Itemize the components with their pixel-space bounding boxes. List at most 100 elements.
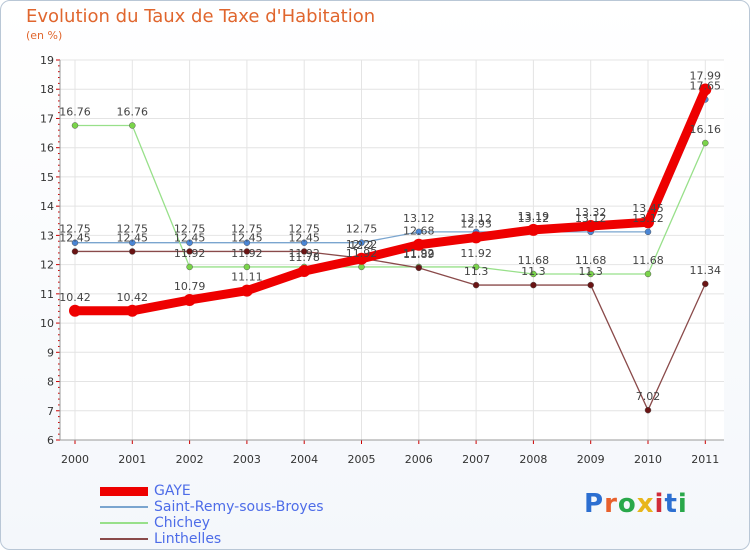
data-point-chichey [472,263,480,271]
x-tick-label: 2003 [233,453,261,466]
logo-letter: r [604,489,618,519]
chart-title: Evolution du Taux de Taxe d'Habitation [26,6,376,27]
data-label-gaye: 10.42 [117,291,149,304]
data-label-saint-remy-sous-broyes: 17.65 [690,79,722,92]
data-label-gaye: 12.2 [349,239,374,252]
data-point-gaye [69,304,81,317]
legend-label: Saint-Remy-sous-Broyes [154,499,324,515]
x-tick-label: 2004 [290,453,318,466]
data-point-gaye [126,304,139,317]
logo-letter: P [584,489,605,519]
data-point-gaye [183,293,196,306]
y-tick-label: 12 [40,259,54,272]
y-tick-label: 14 [40,200,54,213]
data-label-saint-remy-sous-broyes: 13.12 [632,212,664,225]
logo-letter: o [617,489,637,519]
data-label-chichey: 11.92 [460,247,492,260]
data-point-chichey [71,122,79,129]
data-point-gaye [699,83,712,96]
data-point-chichey [644,270,652,278]
data-point-gaye [470,231,483,244]
data-point-linthelles [415,264,423,272]
data-point-linthelles [186,248,193,255]
data-label-linthelles: 12.45 [231,231,263,244]
legend-swatch [100,506,148,508]
data-label-gaye: 13.32 [575,206,607,219]
proxiti-logo: Proxiti [584,489,688,519]
data-point-gaye [584,220,597,233]
data-label-saint-remy-sous-broyes: 12.75 [288,223,320,236]
data-label-gaye: 12.68 [403,225,435,238]
data-label-chichey: 11.92 [288,247,320,260]
x-tick-label: 2006 [405,453,433,466]
data-label-chichey: 11.68 [575,254,607,267]
data-label-saint-remy-sous-broyes: 13.12 [575,212,607,225]
x-tick-label: 2009 [577,453,605,466]
data-label-saint-remy-sous-broyes: 13.12 [403,212,435,225]
data-label-chichey: 16.16 [690,123,722,136]
data-point-gaye [355,252,368,265]
data-point-saint-remy-sous-broyes [644,228,652,236]
data-point-linthelles [129,248,136,255]
data-label-chichey: 11.68 [518,254,550,267]
data-point-linthelles [71,248,79,255]
data-label-chichey: 16.76 [117,105,149,118]
x-tick-label: 2001 [118,453,146,466]
data-label-linthelles: 12.22 [346,238,378,251]
data-point-chichey [129,122,136,129]
legend-label: GAYE [154,483,191,499]
data-point-saint-remy-sous-broyes [415,228,423,236]
data-label-chichey: 11.68 [632,254,664,267]
x-tick-label: 2005 [348,453,376,466]
data-point-linthelles [702,280,709,288]
logo-letter: x [636,489,655,519]
y-tick-label: 7 [47,405,54,418]
data-label-chichey: 16.76 [59,105,91,118]
data-label-gaye: 13.45 [632,202,664,215]
data-label-chichey: 11.92 [174,247,206,260]
logo-letter: i [677,489,688,519]
data-point-linthelles [587,281,594,289]
legend-label: Chichey [154,515,211,531]
x-tick-label: 2007 [462,453,490,466]
data-point-chichey [530,270,537,278]
data-label-gaye: 17.99 [690,70,722,83]
y-tick-label: 11 [40,288,54,301]
data-point-chichey [186,263,193,271]
data-label-gaye: 11.11 [231,271,263,284]
logo-letter: i [654,489,665,519]
x-tick-label: 2002 [176,453,204,466]
data-point-gaye [412,238,425,251]
data-point-chichey [358,263,365,271]
legend-label: Linthelles [154,531,222,547]
data-label-linthelles: 12.45 [117,231,149,244]
data-label-linthelles: 11.3 [464,265,489,278]
data-point-chichey [702,139,709,147]
data-point-saint-remy-sous-broyes [358,239,365,246]
x-tick-label: 2010 [634,453,662,466]
data-point-chichey [243,263,251,271]
data-label-gaye: 13.19 [518,210,550,223]
data-label-linthelles: 11.34 [690,264,722,277]
y-tick-label: 16 [40,142,54,155]
data-label-linthelles: 11.89 [403,248,435,261]
legend-swatch [100,538,148,540]
data-point-gaye [298,265,311,278]
data-label-linthelles: 12.45 [174,231,206,244]
y-tick-label: 19 [40,54,54,67]
series-line-chichey [74,124,706,275]
data-point-gaye [240,284,253,297]
data-label-linthelles: 7.02 [636,390,661,403]
y-tick-label: 6 [47,434,54,447]
data-label-gaye: 11.78 [288,251,320,264]
y-tick-label: 15 [40,171,54,184]
data-point-gaye [642,216,654,229]
data-label-saint-remy-sous-broyes: 12.75 [231,223,263,236]
data-point-linthelles [243,248,251,255]
data-point-saint-remy-sous-broyes [243,239,251,246]
data-label-saint-remy-sous-broyes: 12.75 [117,223,149,236]
data-point-saint-remy-sous-broyes [186,239,193,246]
data-point-gaye [527,223,540,236]
data-label-gaye: 10.79 [174,280,206,293]
